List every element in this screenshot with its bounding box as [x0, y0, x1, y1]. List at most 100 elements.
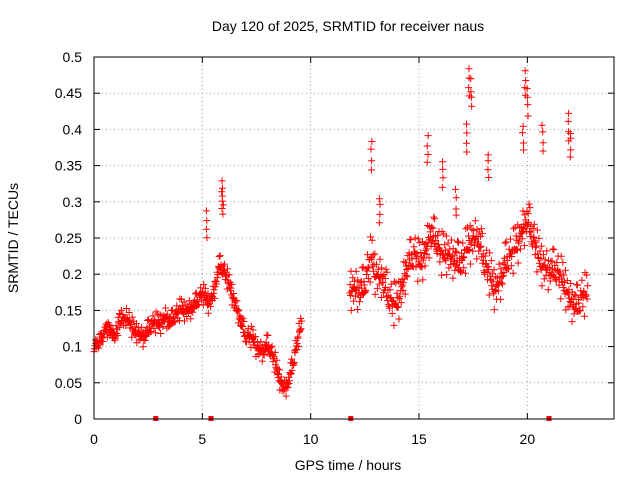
data-point	[526, 232, 534, 240]
data-point	[441, 246, 449, 254]
data-point	[417, 248, 425, 256]
data-point	[430, 213, 438, 221]
data-point	[115, 310, 123, 318]
data-point	[373, 260, 381, 268]
data-point	[441, 255, 449, 263]
data-point	[525, 200, 533, 208]
data-point	[399, 286, 407, 294]
y-axis-label: SRMTID / TECUs	[5, 183, 21, 293]
data-point	[375, 195, 383, 203]
data-point	[544, 286, 552, 294]
data-point	[463, 148, 471, 156]
data-point	[365, 264, 373, 272]
data-point	[156, 311, 164, 319]
data-point	[395, 315, 403, 323]
data-point	[567, 279, 575, 287]
data-point	[564, 117, 572, 125]
data-point	[501, 239, 509, 247]
data-point	[235, 306, 243, 314]
data-point	[525, 227, 533, 235]
data-point	[424, 222, 432, 230]
data-point	[176, 295, 184, 303]
data-point	[447, 236, 455, 244]
data-point	[467, 88, 475, 96]
y-tick-label: 0.2	[63, 266, 83, 282]
data-point	[218, 204, 226, 212]
data-point	[204, 301, 212, 309]
data-point	[568, 318, 576, 326]
data-point	[439, 158, 447, 166]
data-point	[414, 235, 422, 243]
y-tick-label: 0.4	[63, 121, 83, 137]
data-point	[430, 239, 438, 247]
data-point	[294, 333, 302, 341]
data-point	[396, 292, 404, 300]
data-point	[441, 241, 449, 249]
data-point	[180, 298, 188, 306]
data-point	[583, 295, 591, 303]
data-point	[439, 165, 447, 173]
data-point	[216, 252, 224, 260]
data-point	[96, 341, 104, 349]
data-point	[413, 252, 421, 260]
data-point	[439, 174, 447, 182]
data-point	[400, 258, 408, 266]
x-tick-label: 5	[198, 431, 206, 447]
data-point	[381, 274, 389, 282]
data-point	[423, 142, 431, 150]
data-point	[376, 210, 384, 218]
data-point	[132, 320, 140, 328]
data-point	[460, 253, 468, 261]
data-point	[369, 251, 377, 259]
data-point	[524, 209, 532, 217]
data-point	[112, 322, 120, 330]
data-point	[295, 343, 303, 351]
data-point	[540, 275, 548, 283]
data-point	[428, 223, 436, 231]
data-point	[105, 321, 113, 329]
data-point	[207, 302, 215, 310]
data-point	[282, 392, 290, 400]
data-point	[246, 331, 254, 339]
data-point	[395, 277, 403, 285]
data-point	[513, 246, 521, 254]
data-point	[473, 255, 481, 263]
data-point	[390, 321, 398, 329]
data-point	[128, 313, 136, 321]
data-point	[468, 102, 476, 110]
data-point	[559, 283, 567, 291]
data-point	[466, 247, 474, 255]
data-point	[510, 225, 518, 233]
data-point	[460, 264, 468, 272]
data-point	[247, 322, 255, 330]
data-point	[296, 326, 304, 334]
data-point	[418, 263, 426, 271]
data-point	[350, 297, 358, 305]
data-point	[465, 65, 473, 73]
data-point	[572, 292, 580, 300]
data-point	[435, 240, 443, 248]
data-point	[525, 218, 533, 226]
data-point	[285, 377, 293, 385]
data-point	[550, 246, 558, 254]
y-tick-label: 0.1	[63, 339, 83, 355]
x-tick-label: 15	[411, 431, 427, 447]
data-point	[368, 138, 376, 146]
data-point	[297, 325, 305, 333]
data-point	[230, 289, 238, 297]
data-point	[376, 200, 384, 208]
data-point	[298, 317, 306, 325]
data-point	[419, 276, 427, 284]
data-point	[451, 185, 459, 193]
data-point	[421, 262, 429, 270]
data-point	[497, 295, 505, 303]
data-point	[434, 232, 442, 240]
data-point	[424, 132, 432, 140]
data-point	[362, 286, 370, 294]
data-point	[369, 262, 377, 270]
data-point	[470, 227, 478, 235]
data-point	[459, 253, 467, 261]
data-point	[213, 280, 221, 288]
data-point	[131, 323, 139, 331]
data-point	[402, 271, 410, 279]
